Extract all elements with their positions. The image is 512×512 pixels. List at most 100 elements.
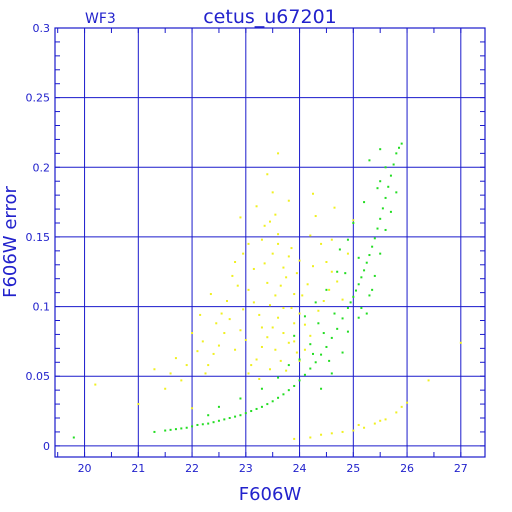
y-tick-label: 0.1 — [33, 301, 51, 314]
green-data-point — [365, 312, 368, 315]
green-data-point — [344, 272, 347, 275]
yellow-data-point — [341, 430, 344, 433]
green-data-point — [234, 415, 237, 418]
yellow-data-point — [174, 357, 177, 360]
yellow-data-point — [285, 276, 288, 279]
green-data-point — [169, 428, 172, 431]
green-data-point — [357, 256, 360, 259]
green-data-point — [277, 396, 280, 399]
yellow-data-point — [282, 266, 285, 269]
green-data-point — [389, 174, 392, 177]
green-data-point — [185, 426, 188, 429]
tick-labels: 20 21 22 23 24 25 26 27 0 0.05 0.1 0.15 0.2 0.25 0.3 — [26, 22, 468, 475]
yellow-data-point — [236, 284, 239, 287]
yellow-data-point — [379, 419, 382, 422]
green-data-point — [314, 361, 317, 364]
green-data-point — [338, 248, 341, 251]
green-data-point — [365, 261, 368, 264]
yellow-data-point — [274, 294, 277, 297]
green-data-point — [349, 301, 352, 304]
green-data-point — [277, 376, 280, 379]
yellow-data-point — [153, 368, 156, 371]
yellow-data-point — [260, 238, 263, 241]
green-data-point — [357, 283, 360, 286]
yellow-data-point — [274, 213, 277, 216]
x-tick-label: 20 — [78, 462, 92, 475]
yellow-data-point — [252, 301, 255, 304]
yellow-data-point — [269, 220, 271, 223]
green-data-point — [250, 410, 253, 413]
green-data-point — [239, 414, 242, 417]
yellow-data-point — [287, 341, 290, 344]
yellow-data-point — [255, 358, 258, 361]
green-data-point — [303, 315, 306, 318]
green-data-point — [223, 418, 226, 421]
y-tick-label: 0.15 — [26, 231, 51, 244]
green-data-point — [309, 367, 312, 370]
yellow-data-point — [234, 261, 237, 263]
green-data-point — [384, 228, 387, 231]
yellow-data-point — [271, 191, 274, 194]
green-data-point — [333, 312, 336, 315]
yellow-data-point — [271, 326, 274, 329]
yellow-data-point — [298, 312, 301, 315]
plot-border — [54, 27, 486, 458]
yellow-data-point — [260, 326, 263, 329]
yellow-data-point — [282, 332, 285, 335]
yellow-data-point — [290, 247, 293, 250]
green-data-point — [164, 429, 167, 432]
yellow-data-point — [301, 294, 304, 297]
yellow-data-point — [277, 233, 280, 236]
yellow-data-point — [295, 272, 298, 275]
yellow-data-point — [322, 300, 325, 302]
yellow-data-point — [400, 405, 403, 408]
green-data-point — [298, 379, 301, 382]
yellow-data-point — [298, 359, 301, 362]
yellow-data-point — [293, 437, 296, 440]
y-tick-label: 0 — [43, 440, 50, 453]
green-data-point — [201, 423, 204, 426]
yellow-data-point — [293, 293, 296, 296]
green-data-point — [325, 288, 328, 291]
yellow-data-point — [298, 259, 301, 262]
yellow-data-point — [266, 336, 269, 339]
yellow-data-point — [306, 283, 309, 286]
x-tick-label: 26 — [400, 462, 414, 475]
yellow-data-point — [247, 288, 250, 291]
yellow-data-point — [277, 242, 280, 245]
yellow-data-point — [231, 274, 234, 277]
yellow-data-point — [309, 334, 312, 337]
yellow-data-point — [341, 298, 344, 301]
green-data-point — [368, 294, 371, 297]
green-data-point — [271, 400, 274, 403]
green-data-point — [266, 403, 269, 406]
green-data-point — [174, 428, 177, 431]
green-data-point — [255, 407, 258, 410]
yellow-data-point — [220, 312, 223, 315]
x-axis-label: F606W — [239, 484, 302, 505]
green-data-point — [312, 352, 314, 355]
yellow-data-point — [226, 300, 228, 302]
y-tick-label: 0.3 — [33, 22, 51, 35]
green-data-point — [376, 227, 379, 230]
yellow-data-point — [290, 306, 293, 309]
yellow-data-point — [196, 350, 199, 353]
yellow-data-point — [285, 369, 288, 372]
yellow-data-point — [94, 383, 97, 386]
yellow-data-point — [320, 433, 323, 436]
green-data-point — [330, 372, 333, 375]
yellow-data-point — [228, 318, 231, 321]
green-data-point — [395, 191, 398, 194]
green-data-point — [212, 421, 215, 424]
green-data-point — [398, 146, 400, 149]
green-data-point — [395, 152, 398, 155]
yellow-data-point — [352, 219, 355, 222]
green-data-point — [379, 148, 382, 151]
yellow-data-point — [260, 345, 263, 348]
yellow-data-point — [309, 234, 312, 237]
green-data-point — [373, 274, 376, 277]
green-data-point — [153, 430, 156, 433]
x-tick-label: 24 — [293, 462, 307, 475]
yellow-data-point — [293, 322, 296, 325]
